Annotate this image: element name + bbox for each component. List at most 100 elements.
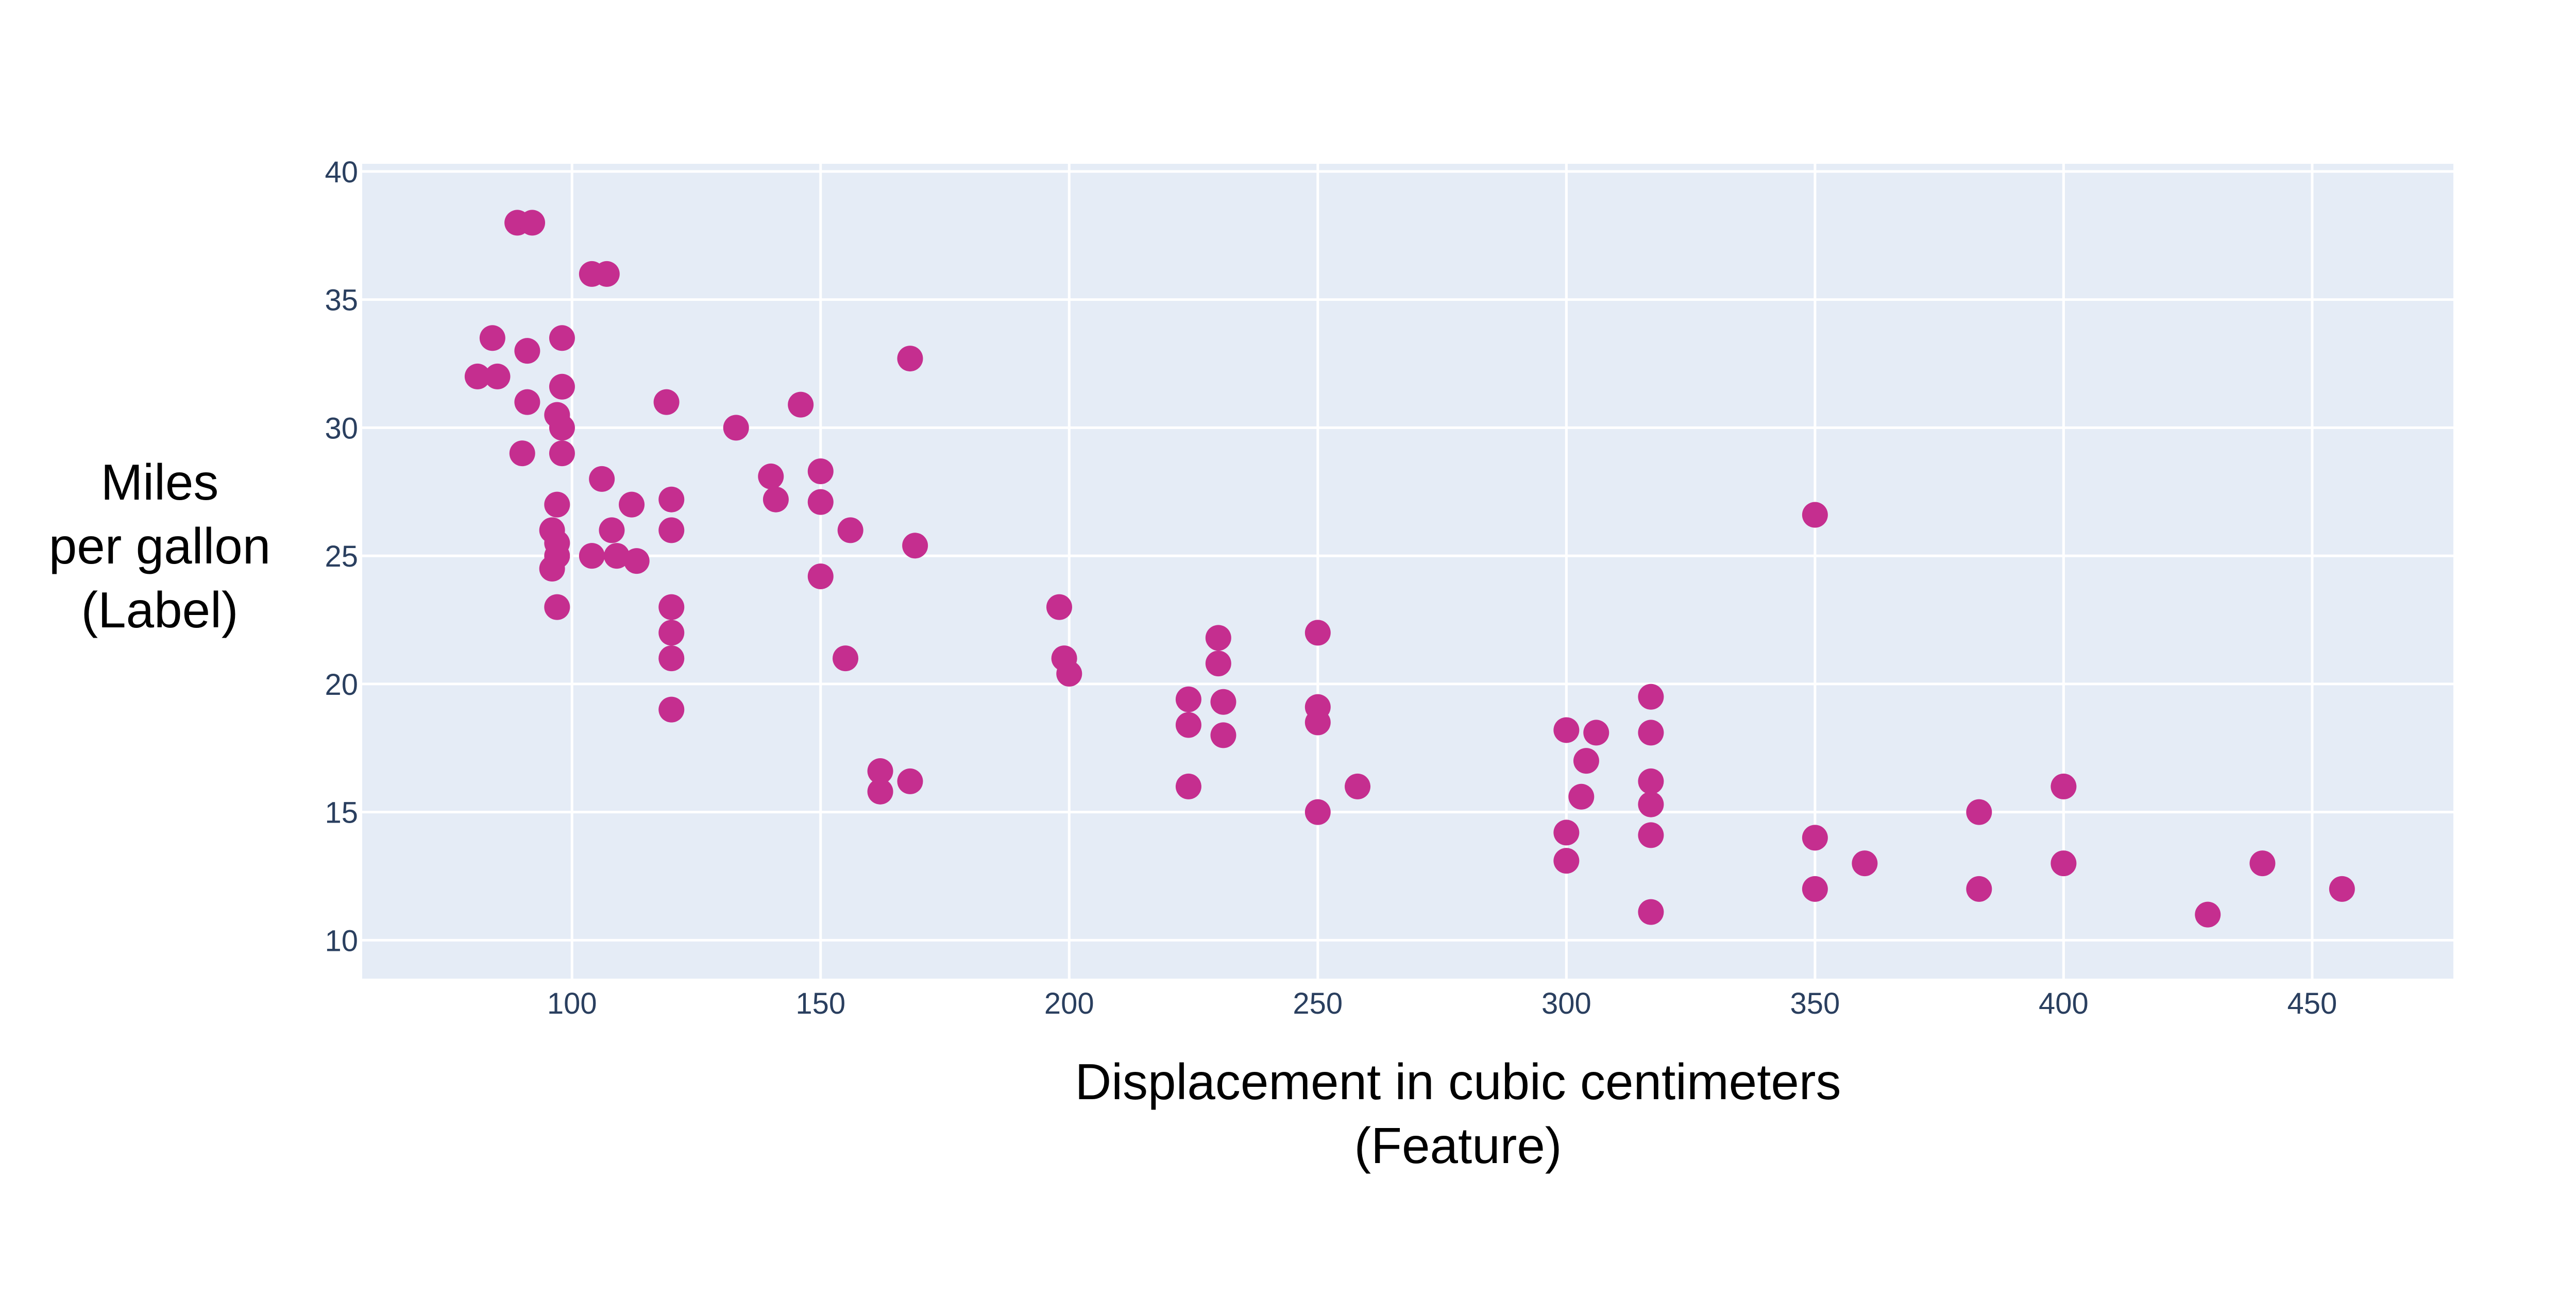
scatter-point[interactable] xyxy=(479,325,505,351)
scatter-point[interactable] xyxy=(1802,825,1828,851)
scatter-point[interactable] xyxy=(1210,722,1236,748)
y-tick-label: 25 xyxy=(325,540,358,573)
scatter-point[interactable] xyxy=(1638,684,1664,710)
y-tick-label: 35 xyxy=(325,284,358,317)
scatter-point[interactable] xyxy=(1345,773,1371,799)
scatter-point[interactable] xyxy=(867,778,893,805)
scatter-point[interactable] xyxy=(833,645,859,672)
scatter-point[interactable] xyxy=(788,391,814,418)
scatter-point[interactable] xyxy=(897,768,923,794)
scatter-point[interactable] xyxy=(1802,502,1828,528)
scatter-point[interactable] xyxy=(549,325,575,351)
scatter-point[interactable] xyxy=(509,440,535,467)
scatter-point[interactable] xyxy=(1553,819,1580,846)
scatter-point[interactable] xyxy=(762,486,789,513)
scatter-point[interactable] xyxy=(589,466,615,492)
x-tick-label: 450 xyxy=(2287,987,2337,1020)
y-tick-label: 30 xyxy=(325,412,358,445)
x-tick-label: 250 xyxy=(1293,987,1343,1020)
scatter-point[interactable] xyxy=(464,363,490,389)
scatter-point[interactable] xyxy=(1583,720,1609,746)
scatter-point[interactable] xyxy=(658,696,685,723)
scatter-point[interactable] xyxy=(623,548,650,574)
scatter-point[interactable] xyxy=(604,543,630,569)
scatter-point[interactable] xyxy=(1802,876,1828,902)
scatter-point[interactable] xyxy=(594,261,620,287)
scatter-point[interactable] xyxy=(1638,720,1664,746)
scatter-point[interactable] xyxy=(484,363,511,389)
scatter-point[interactable] xyxy=(1638,899,1664,925)
scatter-point[interactable] xyxy=(1638,768,1664,794)
scatter-point[interactable] xyxy=(1056,660,1082,687)
scatter-point[interactable] xyxy=(1304,620,1331,646)
y-tick-label: 15 xyxy=(325,796,358,830)
scatter-point[interactable] xyxy=(807,563,834,589)
scatter-point[interactable] xyxy=(902,533,928,559)
scatter-point[interactable] xyxy=(1304,709,1331,736)
x-tick-label: 100 xyxy=(547,987,597,1020)
scatter-point[interactable] xyxy=(549,373,575,400)
scatter-point[interactable] xyxy=(1046,594,1072,620)
scatter-point[interactable] xyxy=(1966,799,1992,825)
scatter-point[interactable] xyxy=(837,517,863,543)
scatter-point[interactable] xyxy=(2050,773,2077,799)
scatter-point[interactable] xyxy=(1553,848,1580,874)
scatter-point[interactable] xyxy=(807,489,834,515)
scatter-point[interactable] xyxy=(1175,773,1201,799)
x-tick-label: 350 xyxy=(1790,987,1840,1020)
y-tick-label: 40 xyxy=(325,156,358,189)
x-axis-title-line-1: Displacement in cubic centimeters xyxy=(1075,1053,1841,1110)
scatter-point[interactable] xyxy=(897,346,923,372)
scatter-point[interactable] xyxy=(2195,901,2221,928)
scatter-point[interactable] xyxy=(1205,625,1231,651)
y-axis-title-line-2: per gallon xyxy=(48,518,271,574)
scatter-point[interactable] xyxy=(599,517,625,543)
scatter-point[interactable] xyxy=(544,594,570,620)
x-axis-title: Displacement in cubic centimeters (Featu… xyxy=(891,1050,2025,1177)
scatter-point[interactable] xyxy=(1205,651,1231,677)
scatter-point[interactable] xyxy=(549,440,575,467)
scatter-point[interactable] xyxy=(514,389,540,415)
scatter-point[interactable] xyxy=(539,556,565,582)
x-axis-title-line-2: (Feature) xyxy=(1354,1117,1562,1174)
scatter-point[interactable] xyxy=(653,389,680,415)
scatter-point[interactable] xyxy=(544,491,570,518)
scatter-point[interactable] xyxy=(519,210,546,236)
scatter-point[interactable] xyxy=(1175,712,1201,738)
scatter-point[interactable] xyxy=(2249,850,2276,877)
scatter-point[interactable] xyxy=(1852,850,1878,877)
scatter-point[interactable] xyxy=(1573,748,1599,774)
scatter-point[interactable] xyxy=(1638,822,1664,848)
y-tick-label: 20 xyxy=(325,668,358,702)
scatter-point[interactable] xyxy=(1175,686,1201,712)
scatter-point[interactable] xyxy=(1304,799,1331,825)
scatter-point[interactable] xyxy=(579,543,605,569)
scatter-point[interactable] xyxy=(758,463,784,489)
scatter-point[interactable] xyxy=(658,645,685,672)
scatter-point[interactable] xyxy=(658,594,685,620)
scatter-point[interactable] xyxy=(658,620,685,646)
scatter-point[interactable] xyxy=(867,758,893,784)
plot-area xyxy=(362,164,2453,979)
scatter-point[interactable] xyxy=(1210,689,1236,715)
scatter-point[interactable] xyxy=(807,458,834,484)
y-axis-title-line-3: (Label) xyxy=(81,582,239,638)
scatter-point[interactable] xyxy=(619,491,645,518)
scatter-point[interactable] xyxy=(1568,783,1595,810)
y-tick-label: 10 xyxy=(325,924,358,958)
x-tick-label: 200 xyxy=(1044,987,1094,1020)
scatter-point[interactable] xyxy=(723,415,749,441)
scatter-point[interactable] xyxy=(2050,850,2077,877)
scatter-point[interactable] xyxy=(1553,717,1580,743)
scatter-point[interactable] xyxy=(2329,876,2355,902)
scatter-point[interactable] xyxy=(549,415,575,441)
scatter-point[interactable] xyxy=(1966,876,1992,902)
scatter-point[interactable] xyxy=(658,517,685,543)
scatter-point[interactable] xyxy=(514,338,540,364)
scatter-point[interactable] xyxy=(1638,791,1664,817)
x-tick-label: 150 xyxy=(795,987,845,1020)
y-axis-title-line-1: Miles xyxy=(100,454,219,510)
scatter-point[interactable] xyxy=(658,486,685,513)
